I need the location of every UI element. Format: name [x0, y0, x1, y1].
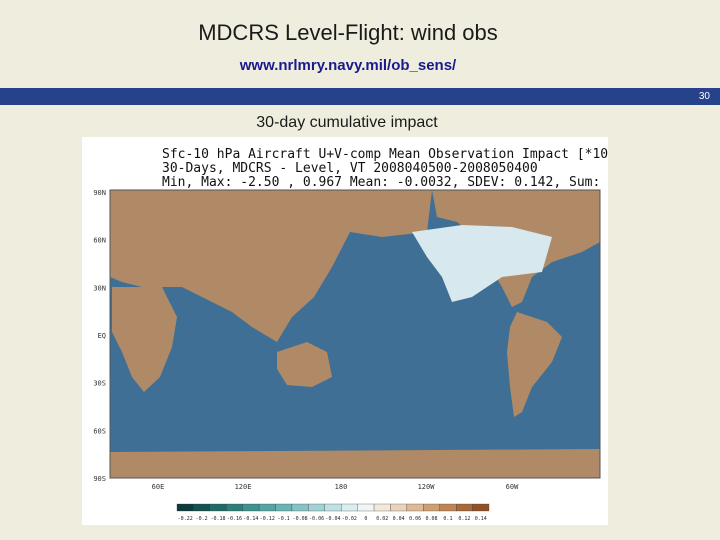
colorbar-segment [209, 503, 227, 512]
land-eurasia [110, 190, 432, 342]
colorbar-segment [324, 503, 342, 512]
colorbar-label: 0 [364, 516, 367, 522]
lat-label: 90S [93, 475, 106, 483]
colorbar-label: -0.1 [278, 516, 290, 522]
lon-label: 180 [335, 483, 348, 491]
colorbar-label: -0.2 [196, 516, 208, 522]
colorbar-label: -0.14 [243, 516, 258, 522]
land-africa [112, 287, 177, 392]
colorbar-label: -0.12 [260, 516, 275, 522]
colorbar-label: -0.08 [293, 516, 308, 522]
slide-title: MDCRS Level-Flight: wind obs [198, 20, 498, 45]
colorbar-label: 0.02 [376, 516, 388, 522]
url: www.nrlmry.navy.mil/ob_sens/ [239, 57, 457, 74]
colorbar-segment [341, 503, 358, 512]
colorbar-segment [406, 503, 424, 512]
lat-label: 60N [93, 237, 106, 245]
colorbar-segment [373, 503, 391, 512]
lon-label: 60E [152, 483, 165, 491]
land-australia [277, 342, 332, 387]
impact-region [412, 225, 552, 302]
map [109, 189, 601, 479]
colorbar-segment [226, 503, 243, 512]
colorbar-label: -0.06 [309, 516, 324, 522]
colorbar-segment [456, 503, 473, 512]
lat-label: EQ [98, 332, 106, 340]
lon-label: 120W [418, 483, 436, 491]
colorbar-label: -0.04 [325, 516, 340, 522]
lat-label: 60S [93, 427, 106, 435]
colorbar-label: 0.08 [426, 516, 438, 522]
subtitle: 30-day cumulative impact [256, 114, 438, 131]
slide-number: 30 [698, 91, 710, 102]
lon-label: 60W [506, 483, 519, 491]
figure: Sfc-10 hPa Aircraft U+V-comp Mean Observ… [82, 137, 608, 525]
colorbar-segment [357, 503, 375, 512]
lat-label: 30S [93, 380, 106, 388]
colorbar-label: -0.18 [211, 516, 226, 522]
colorbar-segment [242, 503, 260, 512]
colorbar-label: -0.22 [178, 516, 193, 522]
colorbar-segment [439, 503, 457, 512]
colorbar-label: 0.1 [443, 516, 452, 522]
figure-title-line: Min, Max: -2.50 , 0.967 Mean: -0.0032, S… [162, 175, 608, 190]
colorbar-label: -0.16 [227, 516, 242, 522]
colorbar-label: 0.06 [409, 516, 421, 522]
colorbar-segment [390, 503, 408, 512]
colorbar-segment [308, 503, 325, 512]
colorbar-segment [258, 503, 276, 512]
lon-label: 120E [235, 483, 252, 491]
colorbar-segment [423, 503, 440, 512]
colorbar-label: 0.14 [475, 516, 487, 522]
lat-label: 90N [93, 189, 106, 197]
colorbar-segment [291, 503, 309, 512]
colorbar-segment [472, 503, 490, 512]
land-antarctica [110, 449, 600, 478]
colorbar-label: 0.04 [393, 516, 405, 522]
colorbar-label: 0.12 [458, 516, 470, 522]
land-south-america [507, 312, 562, 417]
lat-label: 30N [93, 284, 106, 292]
colorbar-segment [275, 503, 293, 512]
divider-bar [0, 88, 720, 105]
figure-title-line: Sfc-10 hPa Aircraft U+V-comp Mean Observ… [162, 147, 608, 162]
colorbar-segment [176, 503, 194, 512]
colorbar-segment [193, 503, 210, 512]
map-frame [109, 189, 601, 479]
figure-title-line: 30-Days, MDCRS - Level, VT 2008040500-20… [162, 161, 538, 176]
colorbar-label: -0.02 [342, 516, 357, 522]
